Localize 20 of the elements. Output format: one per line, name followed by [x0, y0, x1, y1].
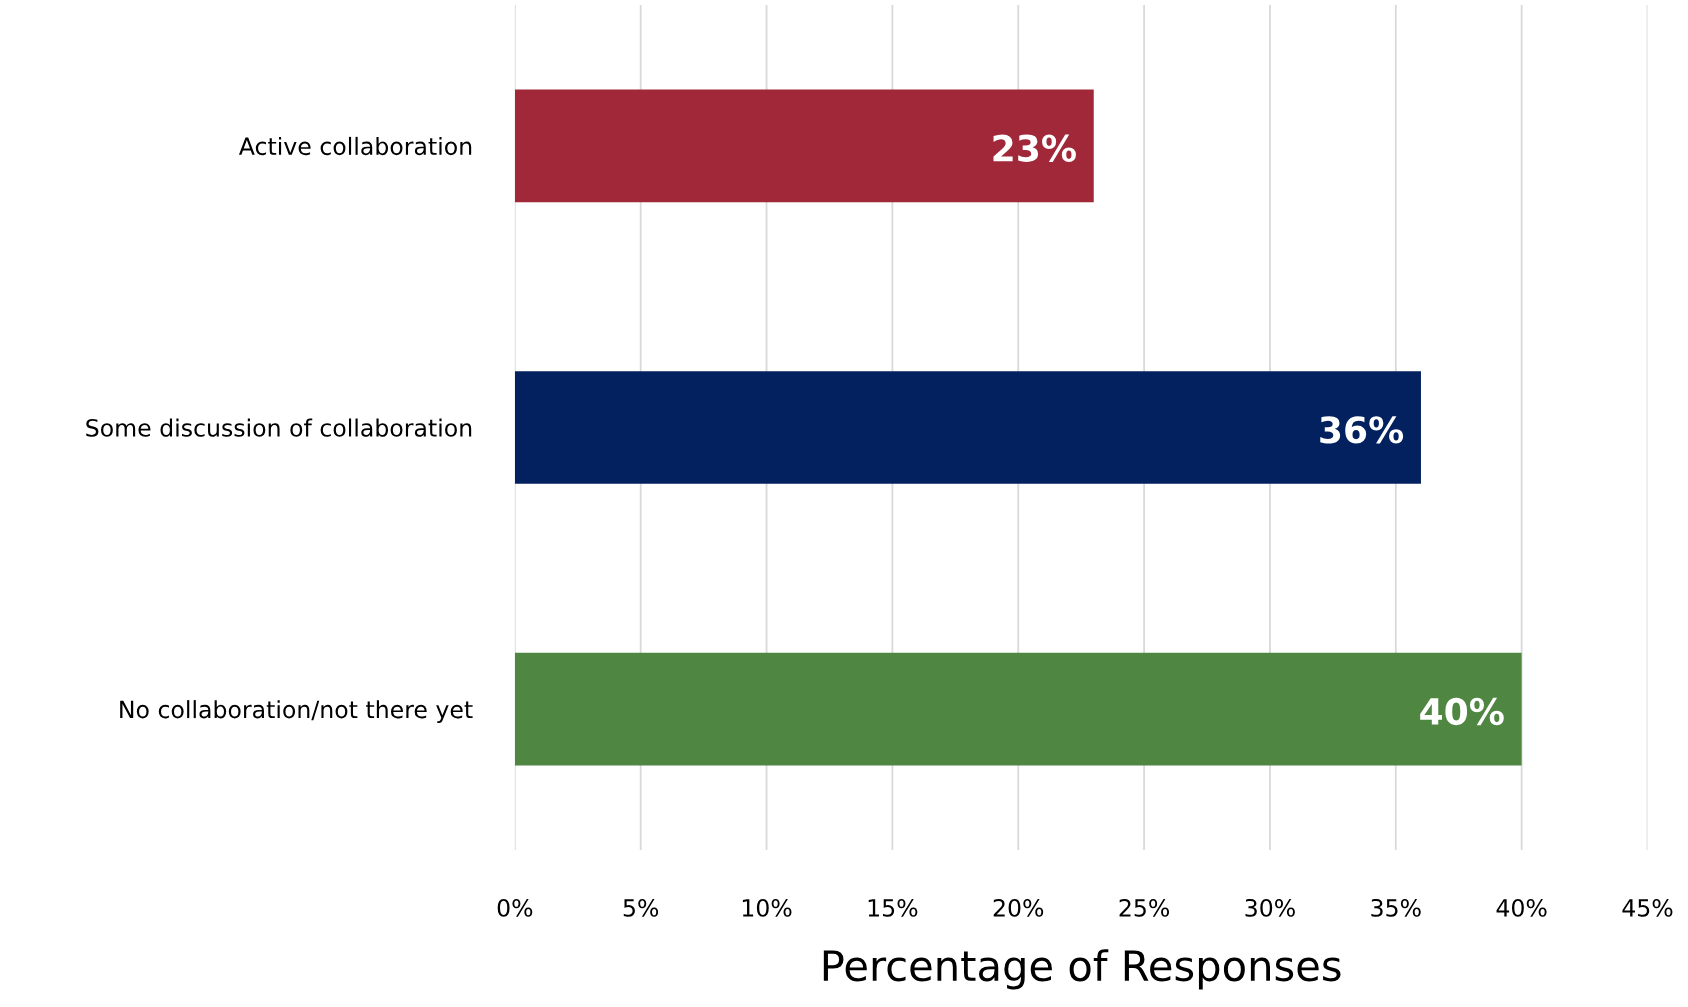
y-tick-label: Active collaboration — [238, 136, 472, 156]
x-tick-label: 30% — [1245, 898, 1295, 917]
x-tick-label: 45% — [1622, 898, 1673, 917]
bar — [514, 371, 1421, 484]
data-label: 36% — [1320, 416, 1404, 444]
y-tick-label: Some discussion of collaboration — [86, 418, 472, 437]
x-tick-label: 40% — [1496, 898, 1547, 917]
x-tick-label: 35% — [1371, 898, 1421, 917]
x-tick-label: 25% — [1119, 898, 1170, 917]
x-tick-label: 5% — [623, 898, 659, 917]
x-tick-label: 15% — [868, 898, 918, 917]
data-label: 40% — [1420, 697, 1504, 726]
y-tick-label: No collaboration/not there yet — [120, 700, 473, 723]
bar — [514, 89, 1094, 203]
bar — [514, 652, 1522, 766]
x-axis-title: Percentage of Responses — [823, 949, 1341, 990]
x-tick-label: 20% — [993, 898, 1044, 917]
x-tick-label: 10% — [742, 898, 792, 917]
data-label: 23% — [993, 134, 1076, 162]
x-tick-label: 0% — [497, 898, 533, 917]
